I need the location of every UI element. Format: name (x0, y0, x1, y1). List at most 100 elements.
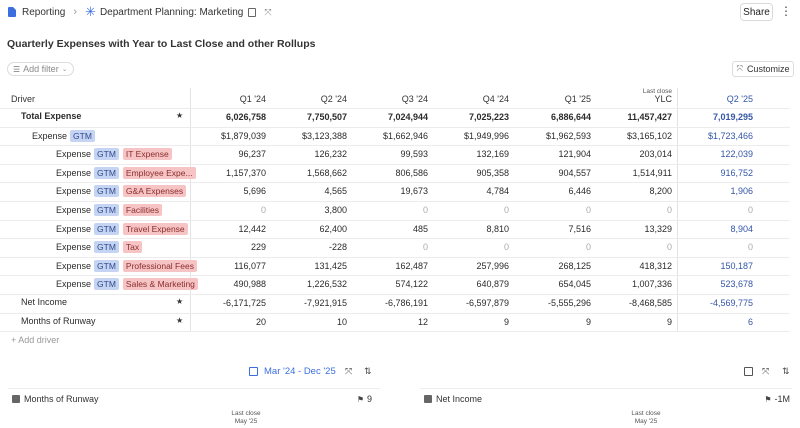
table-cell[interactable]: 806,586 (395, 167, 428, 178)
table-cell[interactable]: 13,329 (644, 223, 672, 234)
table-cell[interactable]: 8,904 (730, 223, 753, 234)
table-cell[interactable]: 654,045 (558, 279, 591, 290)
table-cell[interactable]: -8,468,585 (628, 298, 672, 308)
table-cell[interactable]: 1,157,370 (225, 167, 266, 178)
column-header[interactable]: Q1 '25 (564, 94, 591, 104)
table-cell[interactable]: 8,810 (486, 223, 509, 234)
table-cell[interactable]: 7,024,944 (387, 112, 428, 122)
table-cell[interactable]: 12 (417, 316, 428, 327)
category-tag[interactable]: Professional Fees (122, 259, 197, 272)
table-cell[interactable]: 0 (585, 242, 591, 253)
table-cell[interactable]: 20 (255, 316, 266, 327)
table-cell[interactable]: 916,752 (720, 167, 753, 178)
table-cell[interactable]: 96,237 (238, 149, 266, 160)
table-cell[interactable]: 0 (260, 205, 266, 215)
table-cell[interactable]: $1,949,996 (463, 130, 509, 141)
customize-button[interactable]: ⤧ Customize (732, 61, 794, 77)
star-icon[interactable]: ★ (176, 315, 184, 325)
table-cell[interactable]: $3,165,102 (626, 130, 672, 141)
calendar-icon[interactable] (744, 367, 753, 378)
table-cell[interactable]: 9 (666, 316, 672, 327)
page-icon[interactable] (248, 7, 257, 17)
table-cell[interactable]: 905,358 (476, 167, 509, 178)
table-cell[interactable]: 116,077 (234, 260, 266, 271)
table-cell[interactable]: $1,879,039 (220, 130, 266, 141)
table-cell[interactable]: -4,569,775 (709, 298, 753, 308)
table-cell[interactable]: 0 (747, 242, 753, 253)
table-row[interactable]: Expense GTM IT Expense 96,237 126,232 99,593 1… (0, 145, 800, 163)
table-cell[interactable]: 9 (503, 316, 509, 327)
table-cell[interactable]: 132,169 (476, 149, 509, 160)
table-cell[interactable]: 162,487 (395, 260, 428, 271)
category-tag[interactable]: Sales & Marketing (122, 278, 198, 291)
table-cell[interactable]: 1,226,532 (306, 279, 347, 290)
table-cell[interactable]: 122,039 (720, 149, 753, 160)
driver-name[interactable]: Expense GTM Employee Expe... (56, 166, 196, 179)
table-cell[interactable]: 229 (250, 242, 266, 253)
table-cell[interactable]: -5,555,296 (547, 298, 591, 308)
table-cell[interactable]: 7,025,223 (468, 112, 509, 122)
table-row[interactable]: Expense GTM Travel Expense 12,442 62,400 485 8… (0, 220, 800, 238)
driver-name[interactable]: Expense GTM Sales & Marketing (56, 278, 198, 291)
category-tag[interactable]: G&A Expenses (122, 185, 187, 198)
table-cell[interactable]: -6,597,879 (465, 298, 509, 308)
table-cell[interactable]: 131,425 (314, 260, 347, 271)
table-cell[interactable]: 8,200 (649, 186, 672, 197)
table-cell[interactable]: 6,886,644 (550, 112, 591, 122)
table-cell[interactable]: $1,962,593 (545, 130, 591, 141)
table-cell[interactable]: $1,723,466 (707, 130, 753, 141)
table-cell[interactable]: 203,014 (639, 149, 672, 160)
table-cell[interactable]: -6,171,725 (222, 298, 266, 308)
table-cell[interactable]: 418,312 (639, 260, 672, 271)
driver-name[interactable]: Expense GTM Facilities (56, 204, 162, 216)
column-header[interactable]: Q2 '24 (320, 94, 347, 104)
table-row[interactable]: Expense GTM Sales & Marketing 490,988 1,226,… (0, 275, 800, 293)
table-row[interactable]: Expense GTM Employee Expe... 1,157,370 1,568… (0, 164, 800, 182)
add-driver-button[interactable]: + Add driver (11, 335, 60, 345)
table-cell[interactable]: -228 (328, 242, 347, 253)
driver-name[interactable]: Total Expense (21, 111, 81, 121)
table-cell[interactable]: 0 (422, 205, 428, 215)
date-range-picker[interactable]: Mar '24 - Dec '25 (249, 366, 336, 377)
driver-name[interactable]: Expense GTM Professional Fees (56, 259, 197, 272)
star-icon[interactable]: ★ (176, 297, 184, 306)
column-header[interactable]: YLC (654, 94, 672, 104)
table-cell[interactable]: 257,996 (476, 260, 509, 271)
table-cell[interactable]: 99,593 (400, 149, 428, 160)
table-cell[interactable]: 485 (412, 223, 428, 234)
table-cell[interactable]: 3,800 (324, 205, 347, 215)
breadcrumb-page[interactable]: Department Planning: Marketing (99, 6, 244, 18)
column-header[interactable]: Q4 '24 (482, 94, 509, 104)
table-row[interactable]: Expense GTM Tax 229 -228 0 0 0 0 0 (0, 238, 800, 256)
table-cell[interactable]: $1,662,946 (382, 130, 428, 141)
category-tag[interactable]: Travel Expense (122, 222, 188, 235)
dimension-tag[interactable]: GTM (94, 166, 119, 179)
column-header[interactable]: Q1 '24 (239, 94, 266, 104)
table-cell[interactable]: 0 (585, 205, 591, 215)
driver-name[interactable]: Expense GTM Tax (56, 241, 143, 254)
dimension-tag[interactable]: GTM (94, 185, 119, 198)
column-header[interactable]: Q2 '25 (726, 94, 753, 104)
table-cell[interactable]: 6,446 (568, 186, 591, 197)
table-cell[interactable]: 6 (747, 316, 753, 327)
dimension-tag[interactable]: GTM (70, 129, 95, 142)
table-cell[interactable]: 490,988 (233, 279, 266, 290)
star-icon[interactable]: ★ (176, 111, 184, 120)
driver-name[interactable]: Expense GTM Travel Expense (56, 222, 188, 235)
table-cell[interactable]: 0 (747, 205, 753, 215)
table-row[interactable]: Total Expense ★ 6,026,758 7,750,507 7,024,94… (0, 108, 800, 126)
table-cell[interactable]: 62,400 (319, 223, 347, 234)
dimension-tag[interactable]: GTM (94, 148, 119, 161)
table-cell[interactable]: 126,232 (314, 149, 347, 160)
table-cell[interactable]: 1,007,336 (631, 279, 672, 290)
table-cell[interactable]: 121,904 (558, 149, 591, 160)
more-vertical-icon[interactable]: ⋮ (780, 4, 792, 18)
card-title-net-income[interactable]: Net Income (424, 394, 482, 404)
table-row[interactable]: Months of Runway ★ 20 10 12 9 9 9 6 (0, 313, 800, 331)
table-cell[interactable]: 4,784 (486, 186, 509, 197)
dimension-tag[interactable]: GTM (94, 222, 119, 235)
table-row[interactable]: Net Income ★ -6,171,725 -7,921,915 -6,786,19… (0, 294, 800, 312)
table-cell[interactable]: 5,696 (243, 186, 266, 197)
table-cell[interactable]: -7,921,915 (303, 298, 347, 308)
table-cell[interactable]: 0 (666, 205, 672, 215)
